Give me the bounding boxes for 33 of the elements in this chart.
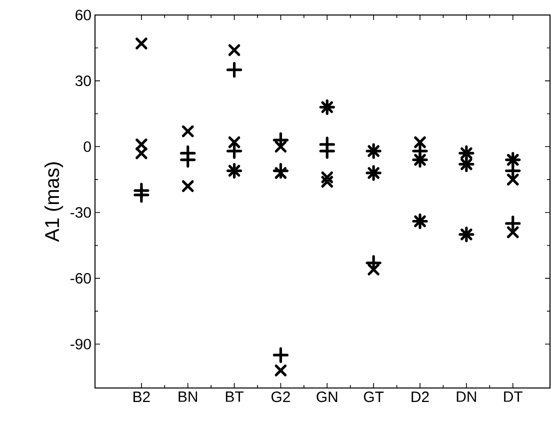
point — [182, 125, 194, 138]
x-tick-label: BT — [226, 392, 244, 402]
x-tick-label: GN — [316, 392, 338, 402]
point — [136, 147, 148, 160]
y-axis-title: A1 (mas) — [44, 162, 64, 242]
y-tick-label: -60 — [70, 273, 91, 284]
point — [136, 38, 148, 50]
y-tick-label: 30 — [75, 76, 91, 86]
x-tick-label: BN — [178, 392, 198, 402]
point — [505, 162, 521, 179]
x-tick-label: GT — [364, 392, 384, 402]
y-tick-label: 0 — [84, 141, 91, 152]
y-tick-label: -30 — [70, 207, 91, 218]
y-tick-label: -90 — [70, 338, 91, 350]
point — [505, 216, 521, 232]
x-tick-label: B2 — [134, 392, 150, 402]
point — [272, 347, 289, 363]
x-tick-label: D2 — [412, 392, 429, 402]
point — [274, 167, 287, 179]
x-tick-label: DN — [456, 392, 476, 402]
point — [274, 364, 287, 376]
point — [182, 180, 194, 192]
point — [368, 264, 380, 276]
point — [228, 44, 240, 56]
point — [272, 162, 289, 179]
point — [136, 138, 148, 150]
point — [226, 62, 242, 78]
x-tick-label: DT — [504, 392, 522, 402]
x-tick-label: G2 — [272, 392, 290, 402]
y-tick-label: 60 — [76, 10, 91, 20]
point — [506, 174, 519, 186]
point — [274, 140, 287, 153]
point — [506, 226, 519, 238]
